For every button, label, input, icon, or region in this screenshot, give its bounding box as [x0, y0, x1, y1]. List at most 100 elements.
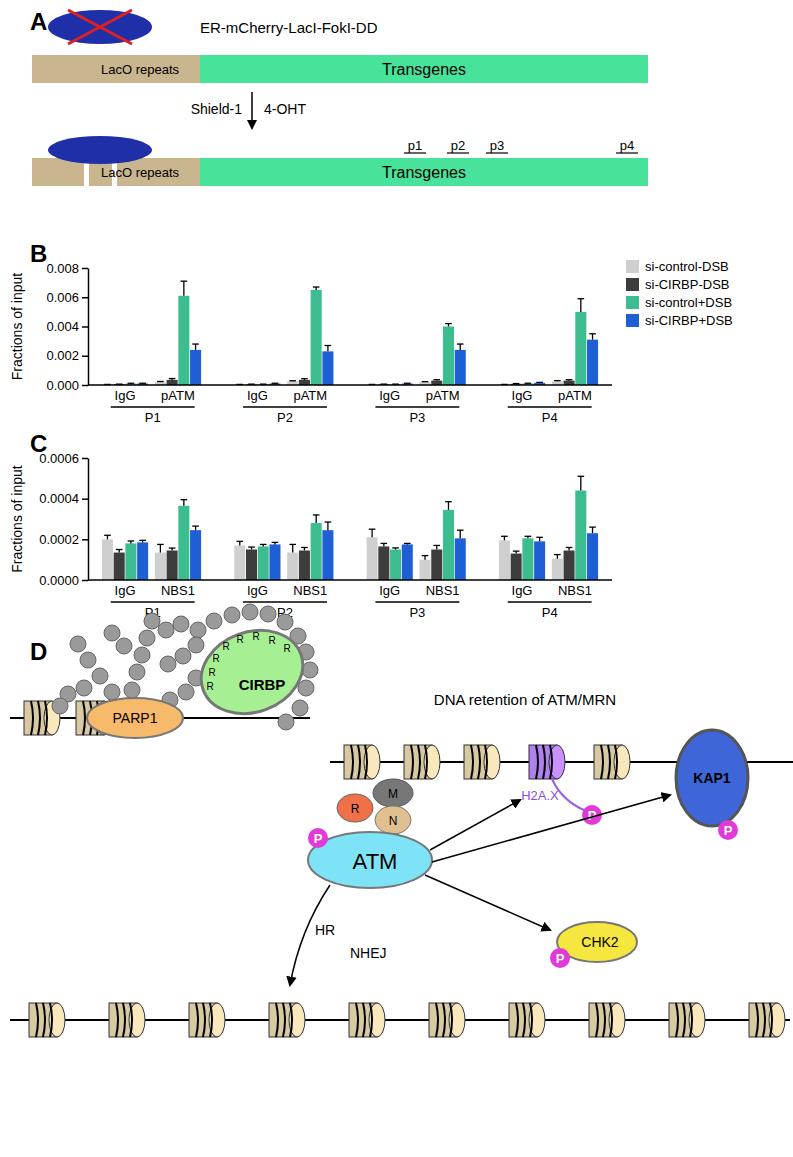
error-bar: [501, 536, 508, 540]
y-axis-title: Fractions of input: [9, 465, 25, 572]
dna-wrap: [676, 1003, 678, 1037]
dna-wrap: [283, 1003, 285, 1037]
x-tick-label: IgG: [379, 388, 400, 403]
cross: [68, 10, 132, 44]
dna-wrap: [543, 745, 545, 779]
arginine-label: R: [236, 634, 243, 645]
x-tick-label: IgG: [247, 388, 268, 403]
chk2-label: CHK2: [581, 934, 619, 950]
group-label: P4: [542, 605, 558, 620]
error-bar: [566, 379, 573, 381]
par-unit: [70, 636, 86, 652]
tick-mark: [82, 356, 88, 358]
panel-label: B: [30, 240, 47, 267]
mrn-n: [375, 806, 411, 834]
error-bar: [422, 381, 429, 382]
error-cap: [181, 499, 188, 500]
error-bar: [248, 547, 255, 549]
repair-label: NHEJ: [350, 945, 387, 961]
panel-a: ER-mCherry-LacI-FokI-DDLacO repeatsTrans…: [32, 10, 648, 186]
error-cap: [289, 380, 296, 381]
bar: [167, 380, 178, 385]
dna-wrap: [536, 745, 538, 779]
error-cap: [578, 298, 585, 299]
error-bar: [578, 476, 585, 490]
error-bar: [139, 383, 146, 384]
error-bar: [236, 541, 243, 545]
tick-label: 0.0004: [39, 491, 79, 506]
nucleosome: [404, 745, 440, 779]
bar: [190, 350, 201, 385]
y-tick: 0.0004: [39, 491, 88, 506]
bar: [299, 551, 310, 580]
chart: 0.00000.00020.00040.0006Fractions of inp…: [9, 451, 612, 620]
nucleosome: [509, 1003, 545, 1037]
error-cap: [248, 546, 255, 547]
group-line: [111, 406, 195, 407]
error-bar: [192, 344, 199, 350]
dna-wrap: [478, 745, 480, 779]
parp1: [87, 698, 183, 738]
primer-line: [404, 152, 426, 153]
error-bar: [128, 541, 135, 543]
x-tick-label: pATM: [293, 388, 327, 403]
bar: [287, 553, 298, 580]
bar: [587, 340, 598, 385]
par-unit: [116, 638, 132, 654]
bar: [322, 530, 333, 580]
error-cap: [128, 540, 135, 541]
parp1-label: PARP1: [113, 710, 158, 726]
error-bar: [392, 548, 399, 550]
x-axis-line: [88, 579, 612, 581]
bar: [431, 550, 442, 581]
dna-wrap: [425, 745, 427, 779]
tick-label: 0.0000: [39, 573, 79, 588]
group-line: [508, 406, 592, 407]
error-cap: [457, 343, 464, 344]
error-bar: [157, 544, 164, 552]
tick-mark: [82, 580, 88, 582]
bars: [102, 476, 598, 580]
par-unit: [242, 604, 258, 620]
error-stem: [580, 299, 581, 312]
error-cap: [128, 383, 135, 384]
error-bar: [139, 540, 146, 542]
nucleosome: [269, 1003, 305, 1037]
error-cap: [392, 547, 399, 548]
error-cap: [404, 543, 411, 544]
par-unit: [190, 622, 206, 638]
legend-swatch: [626, 296, 639, 309]
nucleosome-face: [449, 1003, 465, 1037]
tick-label: 0.0006: [39, 451, 79, 466]
error-bar: [589, 527, 596, 533]
par-unit: [92, 668, 108, 684]
error-cap: [157, 544, 164, 545]
error-cap: [554, 554, 561, 555]
par-unit: [134, 647, 150, 663]
error-bar: [578, 299, 585, 312]
error-cap: [381, 543, 388, 544]
bar: [167, 551, 178, 580]
x-tick-label: pATM: [558, 388, 592, 403]
arginine-label: R: [268, 635, 275, 646]
y-axis: 0.00000.00020.00040.0006: [39, 451, 88, 588]
dna-wrap: [450, 1003, 452, 1037]
error-bar: [181, 500, 188, 506]
dna-wrap: [43, 1003, 45, 1037]
bar: [311, 290, 322, 385]
par-unit: [124, 682, 140, 698]
cirbp: [189, 617, 314, 728]
nucleosome-face: [769, 1003, 785, 1037]
par-unit: [144, 613, 160, 629]
error-cap: [272, 542, 279, 543]
fusion-protein: [48, 136, 152, 164]
error-stem: [371, 529, 372, 537]
bar: [299, 380, 310, 385]
error-stem: [580, 476, 581, 490]
dna-wrap: [276, 1003, 278, 1037]
error-bar: [422, 556, 429, 560]
group-line: [111, 601, 195, 602]
error-cap: [525, 536, 532, 537]
bar: [511, 554, 522, 580]
figure: ABCDER-mCherry-LacI-FokI-DDLacO repeatsT…: [0, 0, 793, 1157]
